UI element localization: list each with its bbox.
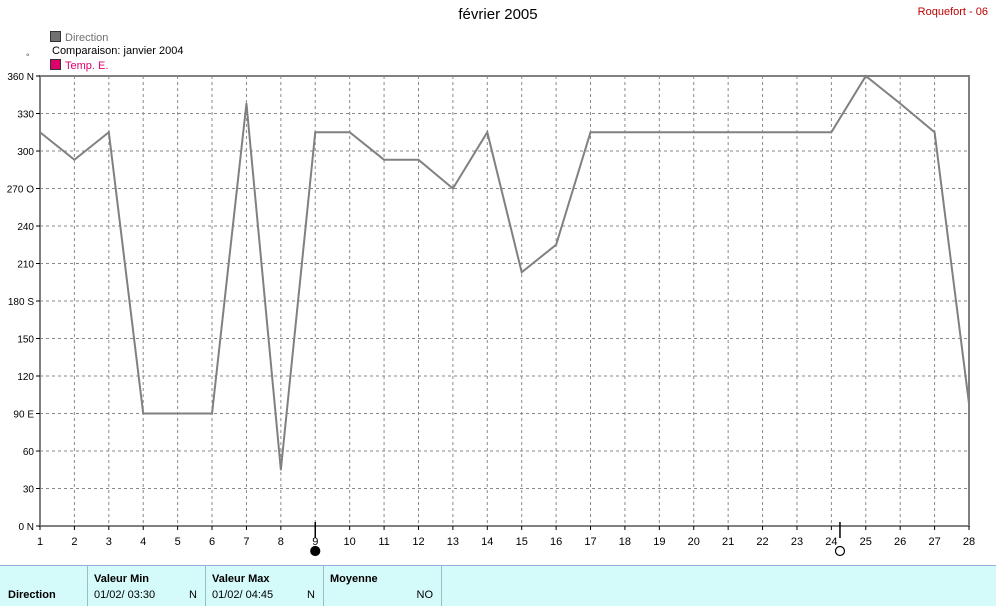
x-tick-label-18: 19 (653, 536, 665, 548)
y-tick-label-7: 210 (17, 260, 34, 271)
legend-temp-label: Temp. E. (65, 60, 109, 72)
stats-min-cell: Valeur Min 01/02/ 03:30 N (88, 566, 206, 606)
y-tick-label-0: 0 N (18, 522, 34, 533)
x-tick-label-12: 13 (447, 536, 459, 548)
x-tick-label-9: 10 (344, 536, 356, 548)
x-tick-label-7: 8 (278, 536, 284, 548)
x-tick-label-14: 15 (516, 536, 528, 548)
data-point-0-14 (520, 271, 523, 274)
x-tick-label-20: 21 (722, 536, 734, 548)
x-tick-label-5: 6 (209, 536, 215, 548)
x-tick-label-24: 25 (860, 536, 872, 548)
x-tick-label-17: 18 (619, 536, 631, 548)
stats-row-label-cell: Direction (0, 566, 88, 606)
y-tick-label-3: 90 E (13, 410, 34, 421)
legend-comparison: Comparaison: janvier 2004 (52, 45, 184, 57)
x-tick-label-0: 1 (37, 536, 43, 548)
stats-max-header: Valeur Max (212, 573, 270, 585)
data-point-0-3 (142, 412, 145, 415)
data-point-0-13 (486, 131, 489, 134)
legend-direction: Direction (50, 31, 108, 45)
x-tick-label-8: 9 (312, 536, 318, 548)
data-point-0-26 (933, 131, 936, 134)
y-tick-label-6: 180 S (8, 297, 34, 308)
y-tick-label-12: 360 N (7, 72, 34, 83)
data-point-0-5 (211, 412, 213, 415)
station-name: Roquefort - 06 (917, 6, 988, 18)
data-point-0-4 (176, 412, 179, 415)
x-tick-label-26: 27 (928, 536, 940, 548)
x-tick-label-23: 24 (825, 536, 837, 548)
x-tick-label-4: 5 (175, 536, 181, 548)
stats-max-cell: Valeur Max 01/02/ 04:45 N (206, 566, 324, 606)
stats-min-header: Valeur Min (94, 573, 150, 585)
x-tick-label-27: 28 (963, 536, 975, 548)
marker-filled-circle-0 (310, 545, 321, 557)
y-tick-label-5: 150 (17, 335, 34, 346)
data-point-0-22 (796, 131, 798, 134)
x-tick-label-1: 2 (71, 536, 77, 548)
data-point-0-25 (899, 102, 901, 105)
legend-temp: Temp. E. (50, 59, 108, 73)
stats-max-unit: N (307, 589, 315, 601)
x-tick-label-19: 20 (688, 536, 700, 548)
stats-min-unit: N (189, 589, 197, 601)
data-point-0-7 (280, 468, 282, 471)
x-tick-label-25: 26 (894, 536, 906, 548)
x-tick-label-21: 22 (756, 536, 768, 548)
stats-row-label: Direction (8, 589, 56, 601)
degree-unit: ° (26, 52, 30, 62)
x-tick-label-3: 4 (140, 536, 146, 548)
data-point-0-12 (452, 187, 454, 190)
y-tick-label-2: 60 (23, 447, 35, 458)
x-tick-label-6: 7 (243, 536, 249, 548)
legend-direction-swatch (50, 31, 61, 42)
data-point-0-23 (830, 131, 833, 134)
x-tick-label-11: 12 (412, 536, 424, 548)
y-tick-label-8: 240 (17, 222, 34, 233)
data-point-0-17 (624, 131, 626, 134)
data-point-0-6 (245, 102, 248, 105)
data-point-0-16 (589, 131, 592, 134)
data-point-0-20 (727, 131, 729, 134)
x-tick-label-15: 16 (550, 536, 562, 548)
stats-mean-unit: NO (416, 589, 434, 601)
y-tick-label-11: 330 (17, 110, 34, 121)
data-point-0-27 (968, 402, 970, 405)
data-point-0-1 (73, 158, 76, 161)
x-tick-label-10: 11 (378, 536, 389, 548)
x-tick-label-13: 14 (481, 536, 493, 548)
y-tick-label-4: 120 (17, 372, 34, 383)
x-tick-label-22: 23 (791, 536, 803, 548)
data-point-0-8 (314, 131, 317, 134)
data-point-0-19 (692, 131, 695, 134)
stats-panel: Direction Valeur Min 01/02/ 03:30 N Vale… (0, 565, 996, 606)
data-point-0-9 (348, 131, 351, 134)
data-point-0-18 (658, 131, 661, 134)
x-tick-label-2: 3 (106, 536, 112, 548)
data-point-0-11 (417, 158, 420, 161)
data-point-0-0 (39, 131, 41, 134)
data-point-0-2 (108, 131, 110, 134)
legend-temp-swatch (50, 59, 61, 70)
stats-mean-header: Moyenne (330, 573, 378, 585)
stats-max-value: 01/02/ 04:45 (212, 589, 274, 601)
x-tick-label-16: 17 (584, 536, 596, 548)
data-point-0-21 (761, 131, 764, 134)
series-line-0 (39, 74, 970, 470)
data-point-0-24 (864, 75, 867, 77)
chart-title: février 2005 (458, 6, 538, 23)
y-tick-label-1: 30 (23, 485, 35, 496)
legend-direction-label: Direction (65, 32, 109, 44)
stats-min-value: 01/02/ 03:30 (94, 589, 156, 601)
data-point-0-15 (555, 243, 557, 246)
data-point-0-10 (383, 158, 385, 161)
y-tick-label-9: 270 O (7, 185, 34, 196)
stats-mean-cell: Moyenne NO (324, 566, 442, 606)
y-tick-label-10: 300 (17, 147, 34, 158)
marker-open-circle-1 (834, 545, 846, 557)
